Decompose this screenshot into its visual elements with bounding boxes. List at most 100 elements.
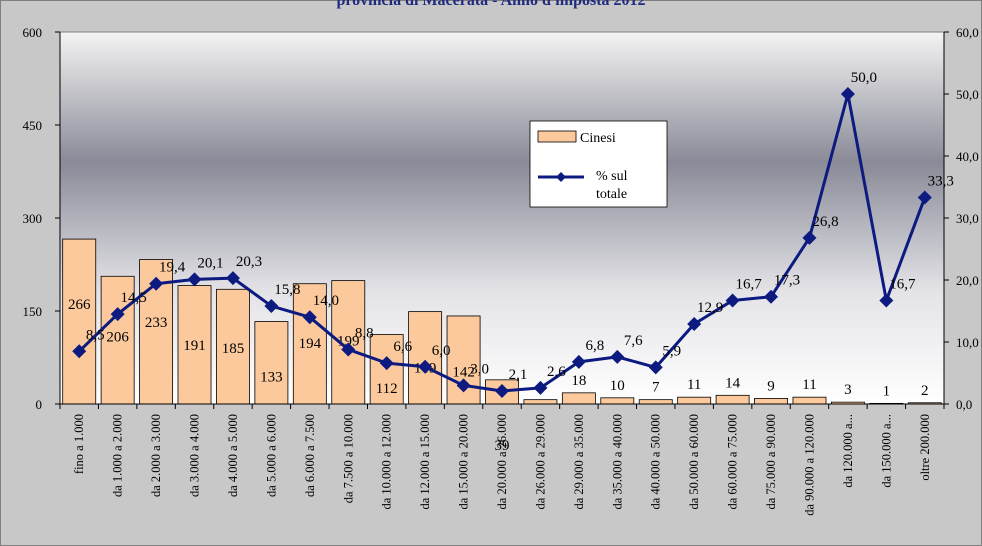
line-data-label: 2,1 xyxy=(509,367,528,383)
line-point-marker xyxy=(110,307,125,322)
bar-data-label: 14 xyxy=(725,375,741,391)
x-category-label: da 3.000 a 4.000 xyxy=(188,414,202,497)
bar xyxy=(561,392,596,405)
line-data-label: 16,7 xyxy=(889,276,916,292)
bar-data-label: 233 xyxy=(145,315,168,331)
legend-marker-swatch xyxy=(556,172,566,182)
x-category-label: da 1.000 a 2.000 xyxy=(111,414,125,497)
x-category-label: da 120.000 a... xyxy=(841,414,855,488)
bar-data-label: 18 xyxy=(571,373,586,389)
bar-data-label: 11 xyxy=(687,377,701,393)
x-category-label: da 4.000 a 5.000 xyxy=(226,414,240,497)
bar-data-label: 10 xyxy=(610,378,625,394)
line-data-label: 2,6 xyxy=(547,364,566,380)
bar-data-label: 185 xyxy=(222,341,245,357)
line-point-marker xyxy=(571,354,586,369)
bar-data-label: 112 xyxy=(376,381,398,397)
bar xyxy=(715,394,750,405)
legend-label-line: % sul xyxy=(596,169,628,184)
x-category-label: da 90.000 a 120.000 xyxy=(802,414,816,516)
bar-data-label: 266 xyxy=(68,297,91,313)
y-right-tick-label: 20,0 xyxy=(956,273,979,288)
line-data-label: 17,3 xyxy=(774,273,800,289)
line-point-marker xyxy=(533,380,548,395)
x-category-label: da 12.000 a 15.000 xyxy=(418,414,432,509)
line-data-label: 6,0 xyxy=(432,343,451,359)
x-category-label: da 35.000 a 40.000 xyxy=(610,414,624,509)
line-data-label: 5,9 xyxy=(662,343,681,359)
x-category-label: da 26.000 a 29.000 xyxy=(533,414,547,509)
x-category-label: da 15.000 a 20.000 xyxy=(457,414,471,509)
line-point-marker xyxy=(302,310,317,325)
line-data-label: 16,7 xyxy=(735,276,762,292)
line-data-label: 14,0 xyxy=(313,293,339,309)
y-right-tick-label: 60,0 xyxy=(956,25,979,40)
line-point-marker xyxy=(725,293,740,308)
bar-data-label: 3 xyxy=(844,382,852,398)
x-category-label: da 40.000 a 50.000 xyxy=(649,414,663,509)
line-point-marker xyxy=(379,356,394,371)
bar-data-label: 11 xyxy=(802,377,816,393)
y-left-tick-label: 300 xyxy=(23,211,43,226)
line-data-label: 33,3 xyxy=(928,174,954,190)
x-category-label: da 29.000 a 35.000 xyxy=(572,414,586,509)
bar xyxy=(638,399,673,405)
line-point-marker xyxy=(610,349,625,364)
line-data-label: 14,5 xyxy=(121,290,147,306)
bar xyxy=(292,283,327,405)
bar-data-label: 142 xyxy=(452,365,475,381)
line-point-marker xyxy=(187,272,202,287)
y-left-tick-label: 0 xyxy=(36,397,43,412)
bar-data-label: 7 xyxy=(652,380,660,396)
line-point-marker xyxy=(418,359,433,374)
y-right-tick-label: 0,0 xyxy=(956,397,972,412)
y-left-tick-label: 450 xyxy=(23,118,43,133)
y-right-tick-label: 30,0 xyxy=(956,211,979,226)
bar-data-label: 194 xyxy=(299,336,322,352)
bars-layer xyxy=(62,238,942,405)
line-data-label: 6,8 xyxy=(585,338,604,354)
bar-data-label: 2 xyxy=(921,383,929,399)
bar-data-label: 133 xyxy=(260,369,283,385)
line-point-marker xyxy=(264,299,279,314)
x-category-label: da 2.000 a 3.000 xyxy=(149,414,163,497)
line-point-marker xyxy=(764,289,779,304)
y-left-tick-label: 600 xyxy=(23,25,43,40)
x-category-label: da 60.000 a 75.000 xyxy=(726,414,740,509)
line-data-label: 8,5 xyxy=(86,327,105,343)
line-data-label: 12,9 xyxy=(697,300,723,316)
legend-swatch-bars xyxy=(537,130,577,143)
x-category-label: da 7.500 a 10.000 xyxy=(341,414,355,503)
bar xyxy=(677,396,712,405)
bar xyxy=(600,397,635,405)
bar-labels-layer: 2662062331911851331941991121491423918107… xyxy=(68,297,929,454)
x-category-label: da 150.000 a... xyxy=(879,414,893,488)
bar-data-label: 191 xyxy=(183,338,206,354)
x-category-label: da 50.000 a 60.000 xyxy=(687,414,701,509)
bar xyxy=(408,311,443,405)
bar-data-label: 1 xyxy=(883,383,891,399)
bar xyxy=(254,321,289,405)
x-category-label: oltre 200.000 xyxy=(918,414,932,481)
bar-data-label: 206 xyxy=(106,330,129,346)
bar xyxy=(331,280,366,405)
line-point-marker xyxy=(72,344,87,359)
line-data-label: 3,0 xyxy=(470,361,489,377)
line-point-marker xyxy=(648,360,663,375)
legend-label-bars: Cinesi xyxy=(580,131,616,146)
line-point-marker xyxy=(225,271,240,286)
line-point-marker xyxy=(879,293,894,308)
y-right-tick-label: 10,0 xyxy=(956,335,979,350)
line-point-marker xyxy=(149,276,164,291)
line-data-label: 20,1 xyxy=(197,255,223,271)
line-data-label: 50,0 xyxy=(851,70,877,86)
line-data-label: 6,6 xyxy=(393,339,412,355)
bar xyxy=(754,398,788,405)
x-category-label: da 20.000 a 26.000 xyxy=(495,414,509,509)
legend-label-line-cont: totale xyxy=(596,187,627,202)
x-category-label: da 75.000 a 90.000 xyxy=(764,414,778,509)
line-data-label: 19,4 xyxy=(159,260,186,276)
line-point-marker xyxy=(687,317,702,332)
line-point-marker xyxy=(495,383,509,398)
